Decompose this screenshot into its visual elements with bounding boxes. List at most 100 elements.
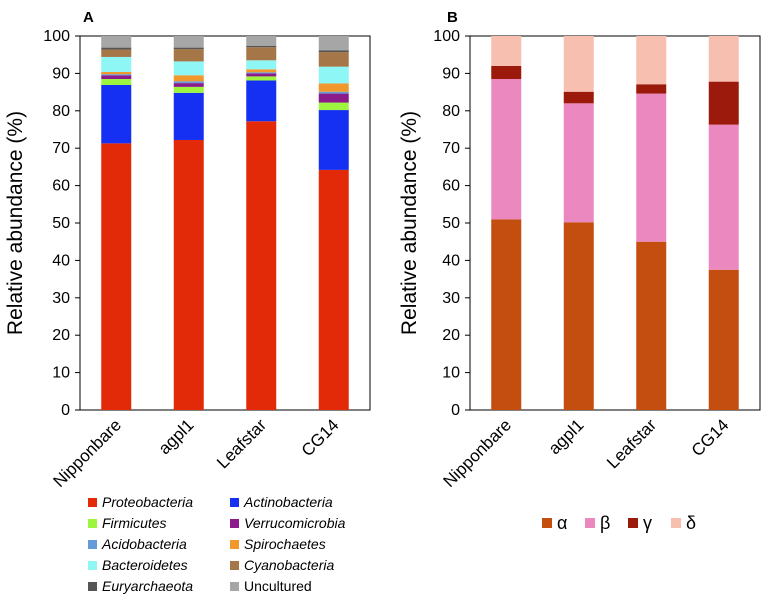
panel-b-x-tick-label-agpl1: agpl1 [545,415,588,458]
panel-a-bar-leafstar-proteobacteria [246,121,277,410]
panel-a-legend-swatch-proteobacteria [88,498,97,507]
panel-a-bar-agpl1-firmicutes [173,86,204,93]
panel-a-bar-agpl1-cyanobacteria [173,49,204,62]
panel-b-y-tick-label: 40 [442,252,460,269]
panel-a-bar-cg14-spirochaetes [318,83,349,92]
panel-a-bar-cg14-bacteroidetes [318,66,349,84]
panel-a-y-tick-label: 90 [52,65,70,82]
panel-b-x-tick-label-cg14: CG14 [688,415,733,460]
panel-b-y-tick-label: 50 [442,215,460,232]
panel-a-bar-agpl1-uncultured [173,36,204,48]
panel-b-bar-nipponbare-gamma [491,65,522,80]
panel-a-bar-cg14-firmicutes [318,102,349,111]
panel-a-bar-cg14-actinobacteria [318,110,349,170]
panel-a-legend-swatch-acidobacteria [88,540,97,549]
panel-a-x-tick-label-agpl1: agpl1 [155,415,198,458]
panel-b-y-tick-label: 20 [442,327,460,344]
panel-a-bar-nipponbare-actinobacteria [101,84,132,144]
panel-b-y-tick-label: 70 [442,140,460,157]
panel-a-bar-agpl1-actinobacteria [173,92,204,140]
panel-a-bar-cg14-verrucomicrobia [318,93,349,103]
panel-b-legend-swatch-gamma [628,518,638,528]
panel-a-legend-label-actinobacteria: Actinobacteria [243,494,333,510]
panel-a-legend-label-acidobacteria: Acidobacteria [101,536,187,552]
panel-b-legend-swatch-beta [585,518,595,528]
panel-a-bar-leafstar-actinobacteria [246,80,277,122]
panel-a-legend-label-spirochaetes: Spirochaetes [244,536,326,552]
panel-a-bar-nipponbare-uncultured [101,36,132,48]
panel-a-legend-label-cyanobacteria: Cyanobacteria [244,557,334,573]
panel-a-bar-leafstar-acidobacteria [246,72,277,74]
panel-a-x-tick-label-cg14: CG14 [298,415,343,460]
panel-b-bar-leafstar-delta [636,36,667,85]
panel-a-legend-label-proteobacteria: Proteobacteria [102,494,193,510]
panel-a-legend-swatch-firmicutes [88,519,97,528]
panel-b-bar-agpl1-alpha [563,222,594,410]
panel-a-y-tick-label: 70 [52,140,70,157]
panel-b-legend-label-beta: β [600,513,610,533]
panel-a-y-axis-title: Relative abundance (%) [4,111,27,335]
panel-b-bar-leafstar-beta [636,93,667,242]
panel-a-legend-label-euryarchaeota: Euryarchaeota [102,578,193,594]
panel-a-bar-agpl1-proteobacteria [173,139,204,411]
panel-b-y-tick-label: 80 [442,103,460,120]
panel-a-bar-cg14-proteobacteria [318,169,349,410]
panel-a-label: A [83,9,94,26]
panel-b-bar-nipponbare-alpha [491,219,522,410]
panel-b-x-tick-label-nipponbare: Nipponbare [439,415,515,491]
panel-b-legend-label-alpha: α [557,513,567,533]
panel-a-y-tick-label: 0 [61,402,70,419]
panel-b-y-tick-label: 0 [451,402,460,419]
panel-b-legend-swatch-alpha [542,518,552,528]
panel-a-bar-agpl1-bacteroidetes [173,61,204,76]
panel-a-legend-swatch-uncultured [230,582,239,591]
panel-a-bar-nipponbare-spirochaetes [101,71,132,75]
panel-a-legend-swatch-bacteroidetes [88,561,97,570]
panel-a-bar-nipponbare-proteobacteria [101,143,132,410]
panel-a-bar-agpl1-euryarchaeota [173,47,204,50]
panel-a-legend-label-uncultured: Uncultured [244,578,312,594]
panel-a-legend-swatch-verrucomicrobia [230,519,239,528]
panel-a-bar-leafstar-spirochaetes [246,69,277,73]
panel-a-y-tick-label: 50 [52,215,70,232]
panel-a-bar-cg14-euryarchaeota [318,50,349,53]
panel-a-bar-leafstar-bacteroidetes [246,60,277,70]
panel-a-bar-leafstar-firmicutes [246,76,277,81]
panel-a-x-tick-label-nipponbare: Nipponbare [49,415,125,491]
panel-a-legend-label-verrucomicrobia: Verrucomicrobia [244,515,346,531]
panel-a-bar-agpl1-verrucomicrobia [173,83,204,87]
panel-b-y-tick-label: 100 [433,28,460,45]
panel-a-y-tick-label: 20 [52,327,70,344]
panel-b-bar-leafstar-gamma [636,84,667,94]
panel-b-legend-label-delta: δ [686,513,696,533]
panel-a-y-tick-label: 10 [52,365,70,382]
panel-a-legend-swatch-spirochaetes [230,540,239,549]
panel-a-bar-cg14-uncultured [318,36,349,51]
panel-a: A Relative abundance (%) 0 10 20 30 40 50 60 70… [4,9,371,594]
panel-a-bar-leafstar-uncultured [246,36,277,46]
panel-a-y-tick-label: 100 [43,28,70,45]
panel-a-y-tick-label: 60 [52,178,70,195]
panel-b-label: B [447,9,458,26]
panel-a-legend-swatch-cyanobacteria [230,561,239,570]
panel-a-legend-swatch-euryarchaeota [88,582,97,591]
panel-a-bar-agpl1-acidobacteria [173,81,204,84]
panel-a-legend-label-firmicutes: Firmicutes [102,515,167,531]
panel-a-y-tick-label: 30 [52,290,70,307]
panel-a-bar-nipponbare-cyanobacteria [101,49,132,57]
panel-a-y-tick-label: 80 [52,103,70,120]
panel-a-bar-leafstar-cyanobacteria [246,47,277,61]
panel-a-bar-nipponbare-bacteroidetes [101,56,132,72]
panel-a-bar-nipponbare-acidobacteria [101,74,132,76]
panel-a-x-tick-label-leafstar: Leafstar [213,415,270,472]
panel-a-bar-nipponbare-firmicutes [101,79,132,85]
panel-b-y-tick-label: 10 [442,365,460,382]
panel-b-bar-leafstar-alpha [636,241,667,410]
panel-a-bar-nipponbare-euryarchaeota [101,47,132,50]
panel-b-bar-cg14-beta [708,124,739,270]
panel-b-bar-nipponbare-beta [491,79,522,220]
panel-b-legend-swatch-delta [671,518,681,528]
panel-b-y-tick-label: 90 [442,65,460,82]
